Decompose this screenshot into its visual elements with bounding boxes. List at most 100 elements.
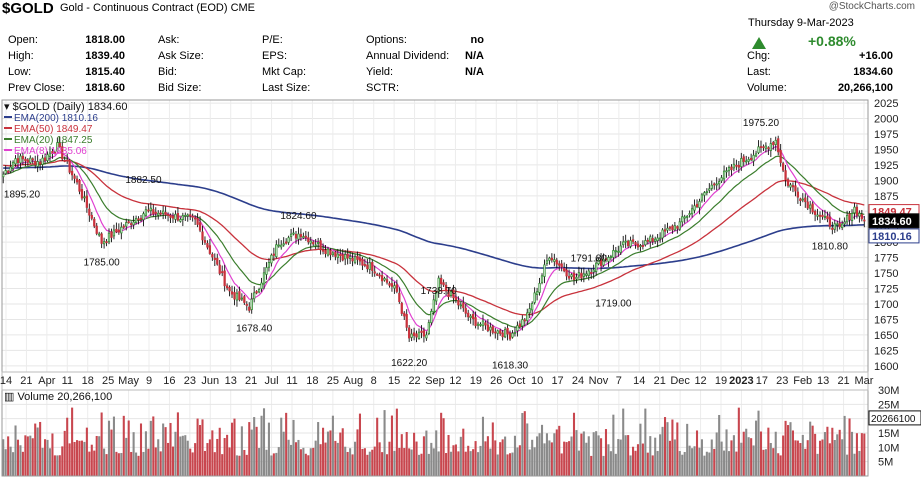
volume-bar [801,434,804,476]
candle-body [668,226,672,229]
candle-body [122,225,125,228]
volume-bar [174,431,177,476]
candle-body [683,216,686,219]
volume-bar [356,429,359,476]
quote-value: no [470,34,484,46]
volume-bar [545,433,548,476]
candle-body [80,189,84,199]
candle-body [641,245,645,247]
quote-label: SCTR: [366,82,399,94]
quote-value: 1818.00 [85,34,125,46]
volume-bar [777,453,780,476]
candle-body [752,154,755,162]
candle-body [698,201,701,208]
candle-body [678,221,681,230]
quote-label: Mkt Cap: [262,66,307,78]
candle-body [848,213,851,220]
volume-bar [848,418,851,476]
volume-bar [496,454,499,476]
volume-bar [26,436,29,476]
candle-body [107,232,111,243]
candle-body [390,283,394,287]
volume-bar [53,455,56,476]
volume-bar [132,432,135,476]
volume-bar [740,442,743,476]
candle-body [166,214,170,216]
volume-bar [413,432,416,476]
candle-body [853,206,856,214]
candle-body [747,158,750,162]
candle-body [486,324,490,331]
candle-body [408,327,411,339]
x-tick-label: 22 [408,375,420,387]
candle-body [46,154,49,161]
quote-label: Bid Size: [158,82,202,94]
candle-body [801,198,804,201]
candle-body [565,269,568,277]
volume-bar [710,439,713,476]
candle-body [417,331,421,339]
candle-body [257,289,261,293]
candle-body [535,291,539,295]
volume-bar [619,439,622,476]
volume-bar [228,447,231,476]
candle-body [476,323,480,326]
candle-body [24,158,27,162]
candle-body [818,215,822,217]
volume-bar [272,453,275,476]
candle-body [563,268,566,272]
volume-bar [61,446,64,476]
volume-bar [363,448,366,476]
candle-body [378,274,381,277]
volume-bar [361,448,364,476]
volume-bar [501,439,504,476]
x-tick-label: May [118,375,139,387]
volume-bar [784,420,787,476]
volume-bar [521,413,524,476]
volume-bar [258,448,261,476]
candle-body [740,158,743,168]
candle-body [639,245,642,248]
volume-bar [590,455,593,476]
volume-bar [481,416,485,476]
candle-body [629,240,632,247]
candle-body [811,203,814,213]
volume-bar [395,408,398,476]
candle-body [85,195,89,208]
candle-body [339,253,342,256]
candle-body [570,274,573,278]
volume-bar [855,433,858,476]
volume-bar [516,447,519,476]
volume-bar [432,448,435,476]
candle-body [858,212,861,217]
candle-body [83,196,86,199]
volume-bar [287,439,290,476]
volume-bar [580,433,583,476]
symbol[interactable]: $GOLD [2,0,54,17]
volume-bar [713,448,716,476]
volume-bar [149,420,152,476]
x-tick-label: 18 [306,375,318,387]
volume-flag-box [868,410,921,426]
y-tick-label: 1975 [874,129,898,141]
x-tick-label: Jun [201,375,219,387]
candle-body [528,308,531,314]
price-annotation: 1785.00 [84,257,121,268]
candle-body [521,319,524,327]
volume-bar [683,451,686,476]
volume-bar [63,430,66,476]
volume-bar [425,430,428,476]
volume-bar [93,450,96,476]
volume-bar [531,439,534,476]
candle-body [130,223,133,225]
volume-bar [518,445,521,476]
candle-body [243,296,246,303]
candle-body [410,333,413,338]
volume-bar [169,422,172,476]
candle-body [804,197,807,203]
candle-body [688,213,691,216]
volume-bar [262,408,266,476]
candle-body [582,273,585,277]
candle-body [772,142,775,146]
